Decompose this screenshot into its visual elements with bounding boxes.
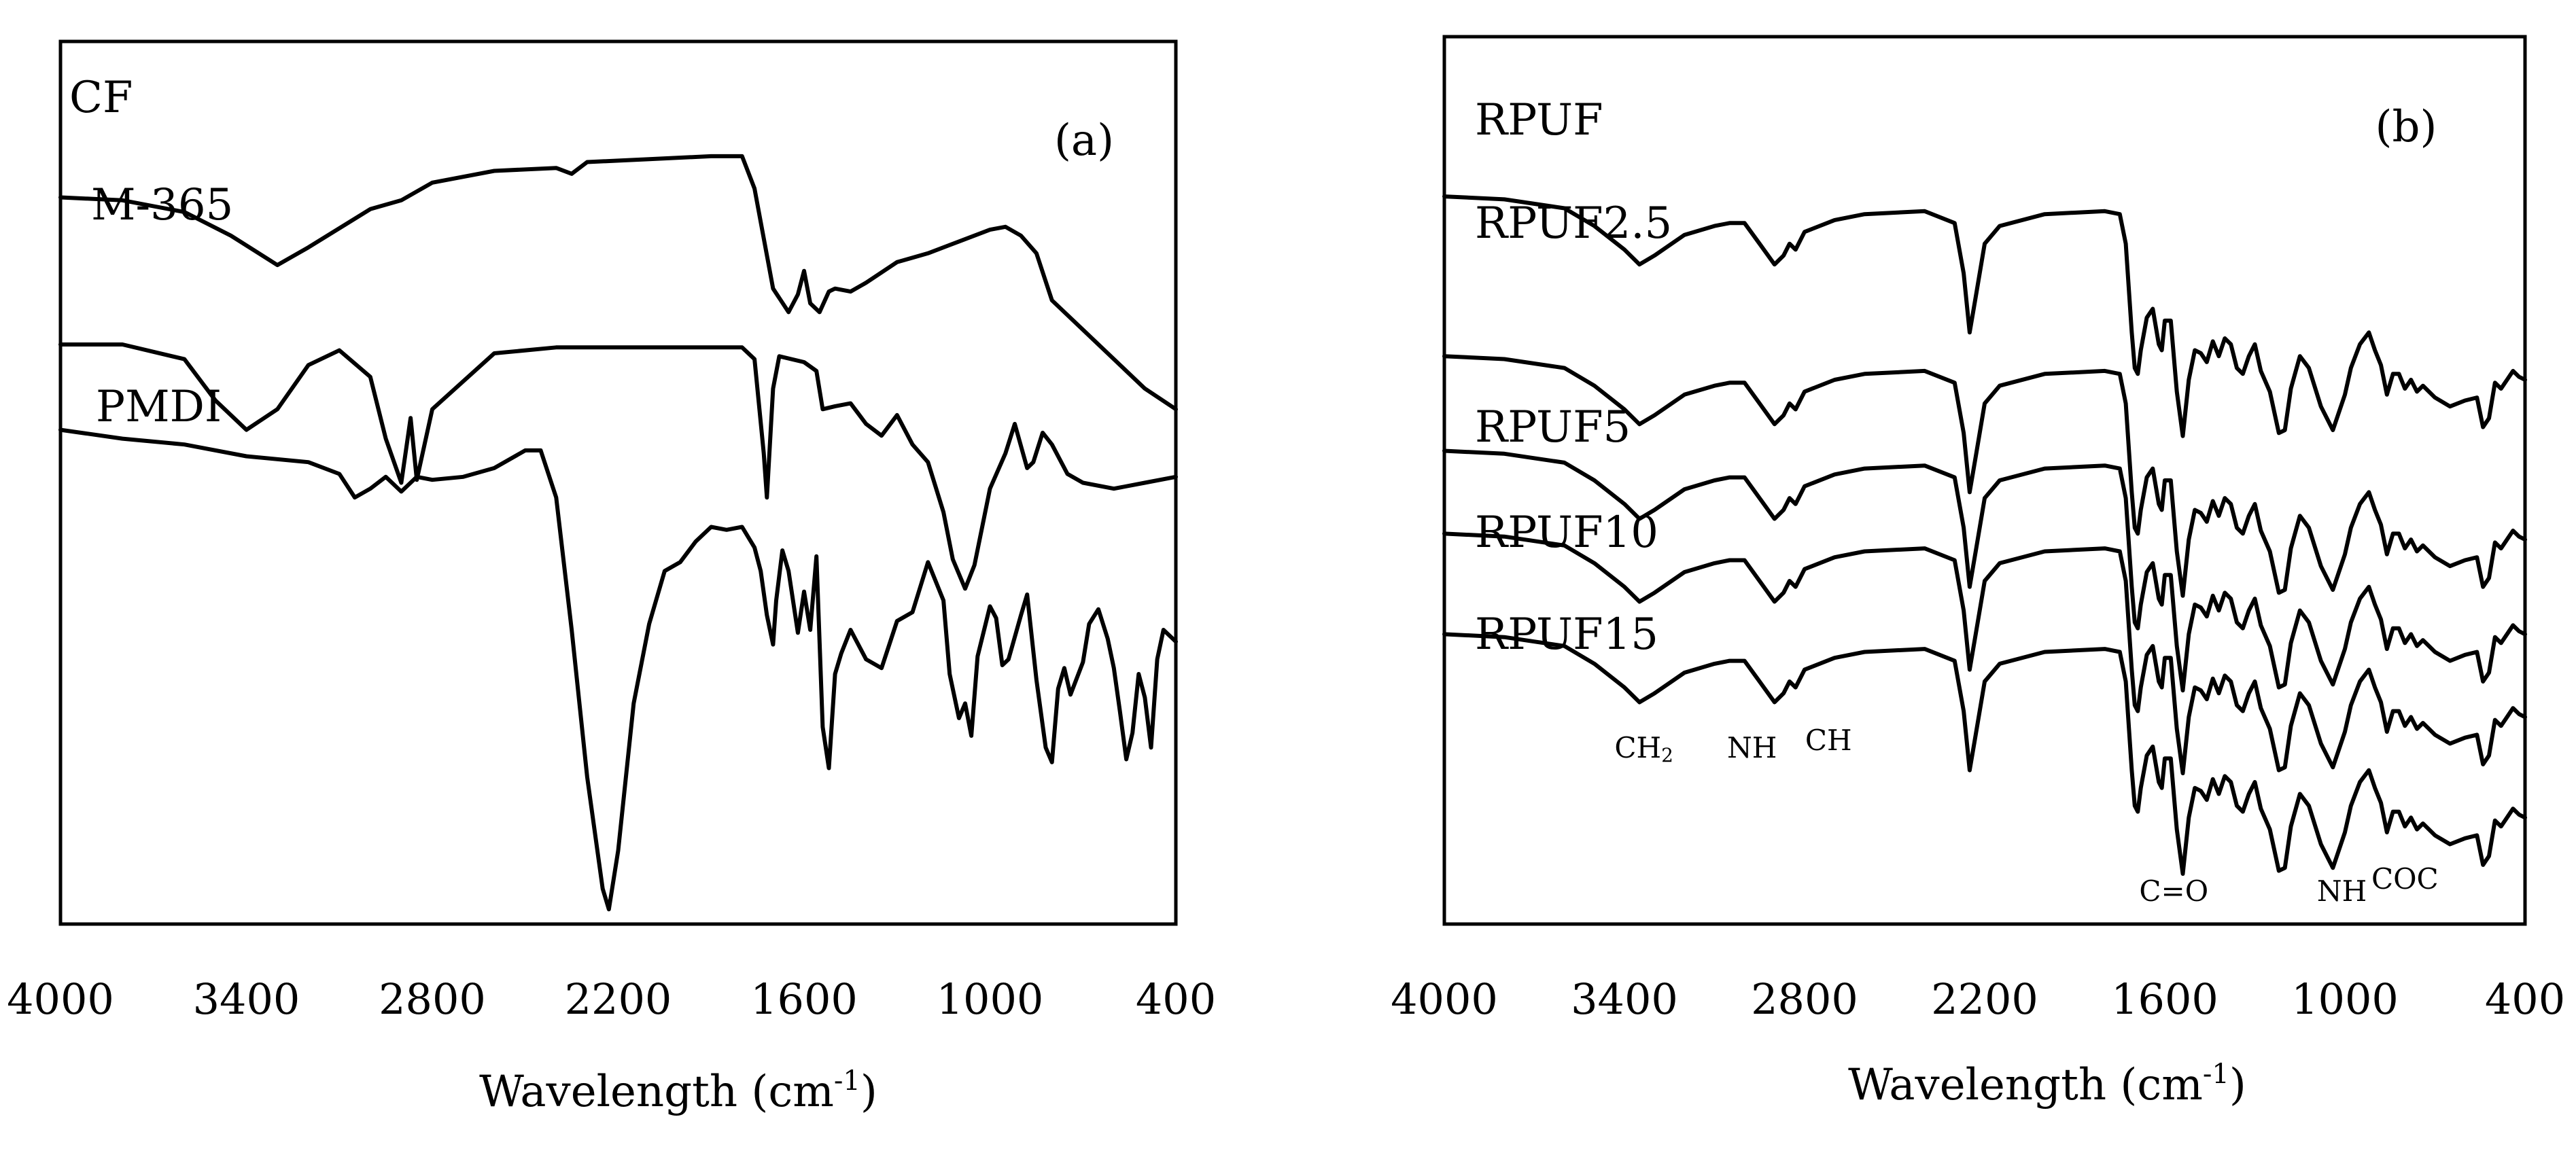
x-tick-label-2800: 2800 — [379, 974, 486, 1024]
series-line-rpuf — [1442, 194, 2527, 438]
annotation-c-o-3: C=O — [2139, 874, 2208, 908]
panel-b-x-axis-label: Wavelength (cm-1) — [1848, 1059, 2246, 1110]
x-tick-label-400: 400 — [2485, 974, 2565, 1024]
panel-b: 4000 3400 2800 2200 1600 1000 400 CH2 NH CH C=O NH… — [1391, 35, 2565, 1110]
x-tick-label-2200: 2200 — [1931, 974, 2038, 1024]
panel-a-label: (a) — [1054, 116, 1114, 166]
series-label-rpuf2-5: RPUF2.5 — [1475, 198, 1672, 249]
x-tick-label-1600: 1600 — [2111, 974, 2218, 1024]
x-tick-label-1000: 1000 — [937, 974, 1044, 1024]
x-tick-label-2800: 2800 — [1751, 974, 1858, 1024]
panel-a-x-axis-label: Wavelength (cm-1) — [479, 1065, 877, 1117]
panel-a-series-group — [58, 154, 1178, 912]
panel-b-label: (b) — [2375, 102, 2437, 152]
panel-a-x-tick-labels: 4000 3400 2800 2200 1600 1000 400 — [7, 974, 1216, 1024]
panel-a-x-axis-label-sup: -1 — [834, 1065, 860, 1097]
annotation-nh-1: NH — [1727, 731, 1777, 764]
panel-a: 4000 3400 2800 2200 1600 1000 400 (a) Waveleng… — [7, 39, 1216, 1117]
panel-b-x-axis-label-end: ) — [2229, 1060, 2246, 1110]
panel-b-x-tick-labels: 4000 3400 2800 2200 1600 1000 400 — [1391, 974, 2565, 1024]
series-label-rpuf10: RPUF10 — [1475, 508, 1658, 558]
annotation-ch-2-0: CH2 — [1614, 731, 1673, 766]
series-label-m-365: M-365 — [91, 180, 233, 230]
panel-b-plot-frame — [1442, 35, 2527, 926]
x-tick-label-4000: 4000 — [1391, 974, 1498, 1024]
panel-b-series-group — [1442, 194, 2527, 876]
series-line-rpuf2-5 — [1442, 354, 2527, 598]
series-line-m-365 — [58, 342, 1178, 591]
x-tick-label-3400: 3400 — [193, 974, 300, 1024]
x-tick-label-3400: 3400 — [1571, 974, 1678, 1024]
x-tick-label-1600: 1600 — [750, 974, 858, 1024]
series-line-rpuf15 — [1442, 632, 2527, 876]
series-label-rpuf15: RPUF15 — [1475, 609, 1658, 660]
series-label-cf: CF — [69, 73, 133, 123]
annotation-ch-2: CH — [1805, 724, 1852, 757]
panel-a-plot-frame — [58, 39, 1178, 926]
panel-b-annotations: CH2 NH CHC=O NH COC — [1614, 724, 2438, 908]
panel-b-x-axis-label-sup: -1 — [2203, 1059, 2229, 1090]
series-label-rpuf5: RPUF5 — [1475, 402, 1631, 453]
series-line-pmdi — [58, 427, 1178, 912]
series-line-cf — [58, 154, 1178, 412]
panel-a-x-axis-label-main: Wavelength (cm — [479, 1067, 834, 1117]
annotation-nh-4: NH — [2317, 874, 2367, 908]
panel-b-x-axis-label-main: Wavelength (cm — [1848, 1060, 2203, 1110]
panel-a-x-axis-label-end: ) — [860, 1067, 877, 1117]
x-tick-label-2200: 2200 — [565, 974, 672, 1024]
x-tick-label-4000: 4000 — [7, 974, 114, 1024]
series-label-pmdi: PMDI — [96, 382, 222, 432]
series-label-rpuf: RPUF — [1475, 95, 1603, 145]
x-tick-label-400: 400 — [1136, 974, 1216, 1024]
x-tick-label-1000: 1000 — [2291, 974, 2399, 1024]
series-line-rpuf5 — [1442, 448, 2527, 693]
series-line-rpuf10 — [1442, 531, 2527, 775]
annotation-coc-5: COC — [2371, 862, 2439, 896]
